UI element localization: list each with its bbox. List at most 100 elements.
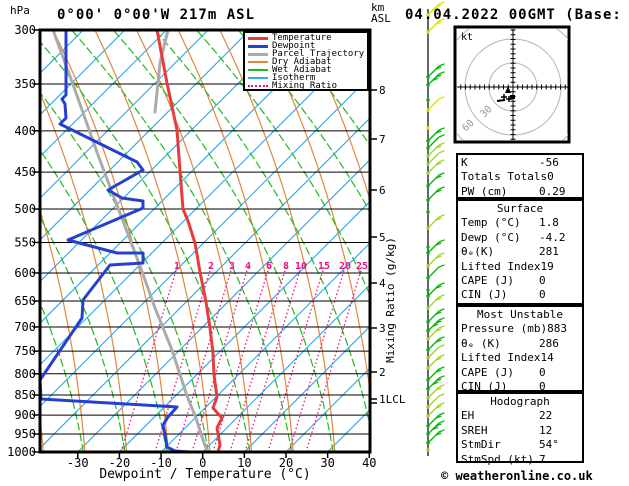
mixing-ratio-value-label: 3	[229, 261, 235, 272]
axis-ticks-and-labels: 3003504004505005506006507007508008509009…	[7, 23, 406, 470]
temp-tick-label: -10	[150, 456, 172, 470]
pressure-tick-label: 550	[14, 235, 36, 249]
legend-label: Mixing Ratio	[272, 81, 338, 91]
station-title: 0°00' 0°00'W 217m ASL	[57, 7, 256, 23]
panel-row: CIN (J) 0	[461, 288, 579, 302]
temp-tick-label: -20	[109, 456, 131, 470]
panel-row-label: CIN (J)	[461, 288, 508, 302]
km-tick-label: 1LCL	[379, 393, 406, 406]
legend-item: Dewpoint	[248, 41, 367, 51]
panel-row: StmDir 54°	[461, 438, 579, 452]
x-axis-title: Dewpoint / Temperature (°C)	[99, 467, 311, 482]
wind-barb-column	[426, 1, 445, 456]
pressure-tick-label: 300	[14, 23, 36, 37]
panel-row-value: 22	[539, 409, 553, 423]
panel-row: CIN (J) 0	[461, 380, 579, 394]
mixing-ratio-labels: 1 2 3 4 6 8 10 15 20 25	[174, 261, 368, 272]
pressure-tick-label: 900	[14, 408, 36, 422]
altitude-unit-label-asl: ASL	[371, 12, 391, 25]
panel-row-value: -56	[539, 156, 559, 169]
mixing-ratio-value-label: 1	[174, 261, 180, 272]
sounding-traces	[41, 31, 224, 452]
pressure-tick-label: 400	[14, 124, 36, 138]
km-tick-label: 7	[379, 133, 386, 146]
temp-tick-label: -30	[67, 456, 89, 470]
panel-row-value: 0	[547, 170, 554, 184]
panel-row: Temp (°C) 1.8	[461, 216, 579, 230]
pressure-tick-label: 600	[14, 266, 36, 280]
legend-label: Dry Adiabat	[272, 57, 332, 67]
panel-row: Lifted Index 19	[461, 260, 579, 274]
legend-swatch	[248, 36, 268, 40]
stats-panel: Hodograph EH 22 SREH 12 StmDir 54° StmSpd (kt) 7	[456, 392, 584, 466]
panel-row: Totals Totals 0	[461, 170, 579, 184]
pressure-tick-label: 650	[14, 294, 36, 308]
copyright: © weatheronline.co.uk	[441, 469, 593, 483]
mixing-ratio-value-label: 25	[356, 261, 368, 272]
panel-row: θₑ(K) 281	[461, 245, 579, 259]
panel-row-label: CAPE (J)	[461, 274, 514, 288]
panel-row-value: -4.2	[539, 230, 566, 244]
legend-label: Dewpoint	[272, 41, 316, 51]
mixing-ratio-value-label: 4	[245, 261, 251, 272]
panel-title: Hodograph	[490, 395, 550, 408]
km-tick-label: 3	[379, 322, 386, 335]
altitude-unit-label-km: km	[371, 1, 385, 14]
panel-row-label: SREH	[461, 423, 488, 437]
panel-row-value: 1.8	[539, 216, 559, 230]
legend-swatch	[248, 85, 268, 87]
legend-label: Wet Adiabat	[272, 65, 332, 75]
pressure-tick-label: 800	[14, 367, 36, 381]
pressure-unit-label: hPa	[10, 4, 30, 17]
legend-label: Isotherm	[272, 73, 316, 83]
panel-row-value: 7	[539, 452, 546, 466]
temp-tick-label: 10	[237, 456, 251, 470]
panel-row-label: Dewp (°C)	[461, 230, 521, 244]
panel-row: K -56	[461, 156, 579, 170]
legend-item: Dry Adiabat	[248, 57, 367, 67]
panel-row-label: CAPE (J)	[461, 365, 514, 379]
mixing-ratio-value-label: 6	[266, 261, 272, 272]
hodograph	[453, 25, 571, 144]
temp-tick-label: 30	[320, 456, 334, 470]
panel-row-label: Pressure (mb)	[461, 322, 548, 336]
panel-row-label: θₑ (K)	[461, 336, 501, 350]
legend-swatch	[248, 61, 268, 63]
legend-swatch	[248, 44, 268, 48]
panel-row-label: Totals Totals	[461, 170, 548, 184]
legend-label: Parcel Trajectory	[272, 49, 365, 59]
panel-row-value: 54°	[539, 438, 559, 452]
km-tick-label: 4	[379, 277, 386, 290]
panel-row: PW (cm) 0.29	[461, 185, 579, 199]
legend-swatch	[248, 77, 268, 79]
plot-border	[38, 28, 372, 454]
mixing-ratio-value-label: 2	[208, 261, 214, 272]
km-tick-label: 2	[379, 366, 386, 379]
parcel-trajectory-upper	[153, 31, 170, 114]
parcel-trajectory-trace	[51, 31, 210, 452]
panel-row-value: 883	[547, 322, 567, 336]
mixing-ratio-value-label: 8	[283, 261, 289, 272]
temperature-trace	[155, 31, 224, 452]
panel-row-label: K	[461, 156, 468, 169]
stats-panel: K -56 Totals Totals 0 PW (cm) 0.29	[456, 153, 584, 199]
panel-row: Pressure (mb) 883	[461, 322, 579, 336]
hodograph-unit-label: kt	[461, 32, 473, 43]
panel-row-value: 0.29	[539, 184, 566, 198]
panel-title: Most Unstable	[476, 308, 564, 321]
mixing-ratio-value-label: 20	[339, 261, 351, 272]
temp-tick-label: 0	[199, 456, 206, 470]
panel-row: StmSpd (kt) 7	[461, 453, 579, 467]
km-tick-label: 6	[379, 184, 386, 197]
legend-label: Temperature	[272, 33, 332, 43]
panel-row-value: 281	[539, 245, 559, 259]
panel-row-value: 0	[539, 288, 546, 302]
legend-box: Temperature Dewpoint Parcel Trajectory Dry …	[243, 31, 369, 91]
pressure-tick-label: 450	[14, 165, 36, 179]
mixing-ratio-value-label: 10	[295, 261, 307, 272]
legend-item: Wet Adiabat	[248, 65, 367, 75]
legend-item: Isotherm	[248, 73, 367, 83]
panel-row-label: Lifted Index	[461, 351, 541, 365]
